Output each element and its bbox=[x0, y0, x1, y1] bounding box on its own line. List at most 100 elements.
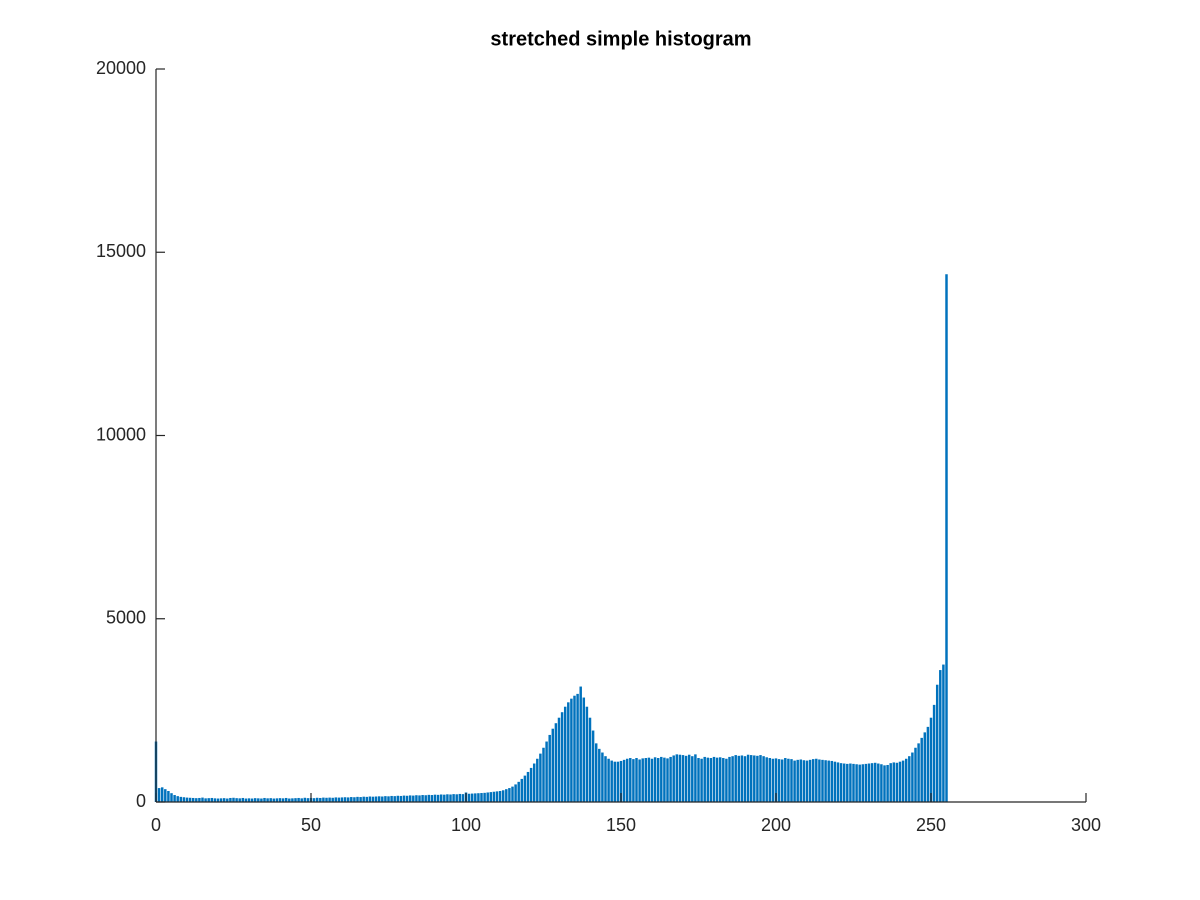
bar bbox=[381, 796, 384, 802]
bar bbox=[644, 758, 648, 802]
bar bbox=[570, 698, 573, 802]
bar bbox=[818, 759, 821, 802]
y-tick-label: 10000 bbox=[96, 424, 146, 444]
bar bbox=[195, 798, 198, 802]
bar bbox=[629, 758, 632, 802]
bar bbox=[842, 763, 846, 802]
bar bbox=[229, 797, 232, 802]
bar bbox=[737, 755, 741, 802]
bar bbox=[731, 756, 734, 802]
bar bbox=[232, 797, 235, 802]
bar bbox=[722, 758, 725, 802]
bar bbox=[691, 756, 694, 802]
bar bbox=[870, 763, 874, 802]
bar bbox=[532, 763, 536, 802]
bar bbox=[911, 752, 914, 802]
x-tick-label: 50 bbox=[301, 815, 321, 835]
bar bbox=[883, 765, 886, 802]
bar bbox=[439, 794, 443, 802]
bar bbox=[198, 797, 201, 802]
bar bbox=[650, 758, 654, 802]
bar bbox=[204, 798, 207, 802]
bar bbox=[585, 706, 589, 802]
bar bbox=[880, 764, 883, 802]
bar bbox=[216, 798, 220, 802]
bar bbox=[418, 795, 421, 802]
bar bbox=[501, 790, 505, 802]
bar bbox=[616, 761, 620, 802]
bar bbox=[430, 795, 434, 802]
x-tick-label: 250 bbox=[916, 815, 946, 835]
bar bbox=[790, 759, 793, 802]
bar bbox=[412, 795, 415, 802]
bar bbox=[281, 798, 285, 802]
bar bbox=[253, 798, 257, 802]
bar bbox=[697, 758, 700, 802]
bar bbox=[436, 794, 440, 802]
bar bbox=[771, 758, 775, 802]
bar bbox=[427, 794, 431, 802]
bar bbox=[787, 758, 790, 802]
bar bbox=[904, 758, 908, 802]
chart-title: stretched simple histogram bbox=[490, 28, 751, 50]
bar bbox=[160, 787, 164, 802]
bar bbox=[529, 767, 533, 802]
bar bbox=[498, 791, 502, 802]
bar bbox=[821, 759, 824, 802]
bar bbox=[201, 797, 204, 802]
bar bbox=[303, 797, 307, 802]
bar bbox=[272, 798, 276, 802]
bar bbox=[346, 797, 350, 802]
bar bbox=[390, 795, 393, 802]
bar bbox=[226, 798, 229, 802]
x-tick-label: 200 bbox=[761, 815, 791, 835]
bar bbox=[191, 797, 195, 802]
bar bbox=[663, 757, 666, 802]
bar bbox=[157, 788, 161, 802]
bar bbox=[743, 756, 747, 802]
bar bbox=[244, 798, 248, 802]
bar bbox=[297, 797, 300, 802]
bar bbox=[263, 797, 266, 802]
bar bbox=[830, 760, 834, 802]
bar bbox=[746, 754, 750, 802]
bar bbox=[188, 797, 192, 802]
bar bbox=[877, 763, 880, 802]
bar bbox=[805, 760, 809, 802]
bar bbox=[836, 762, 840, 802]
bar bbox=[405, 795, 409, 802]
bar bbox=[889, 763, 892, 802]
bar bbox=[548, 734, 551, 802]
bar bbox=[725, 758, 728, 802]
y-tick-label: 5000 bbox=[106, 608, 146, 628]
bar bbox=[669, 756, 672, 802]
bar bbox=[319, 797, 322, 802]
bar bbox=[294, 798, 297, 802]
bar bbox=[334, 797, 338, 802]
bar bbox=[765, 757, 768, 802]
bar bbox=[898, 761, 902, 802]
bar bbox=[235, 798, 238, 802]
bar bbox=[675, 754, 679, 802]
bar bbox=[793, 760, 796, 802]
bar bbox=[312, 798, 316, 802]
bar bbox=[433, 794, 437, 802]
bar bbox=[250, 798, 254, 802]
bar bbox=[604, 756, 607, 802]
bar bbox=[350, 797, 353, 802]
bar bbox=[455, 794, 458, 802]
bar bbox=[591, 730, 595, 802]
bar bbox=[666, 758, 669, 802]
bar bbox=[505, 789, 508, 802]
bar bbox=[291, 798, 294, 802]
bar bbox=[241, 797, 245, 802]
bar bbox=[895, 762, 899, 802]
bar bbox=[458, 793, 462, 802]
bar bbox=[917, 743, 920, 802]
bar bbox=[756, 755, 759, 802]
bar bbox=[873, 762, 877, 802]
bar bbox=[908, 756, 911, 802]
bar bbox=[914, 747, 917, 802]
bar bbox=[452, 794, 455, 802]
bar bbox=[861, 764, 865, 802]
